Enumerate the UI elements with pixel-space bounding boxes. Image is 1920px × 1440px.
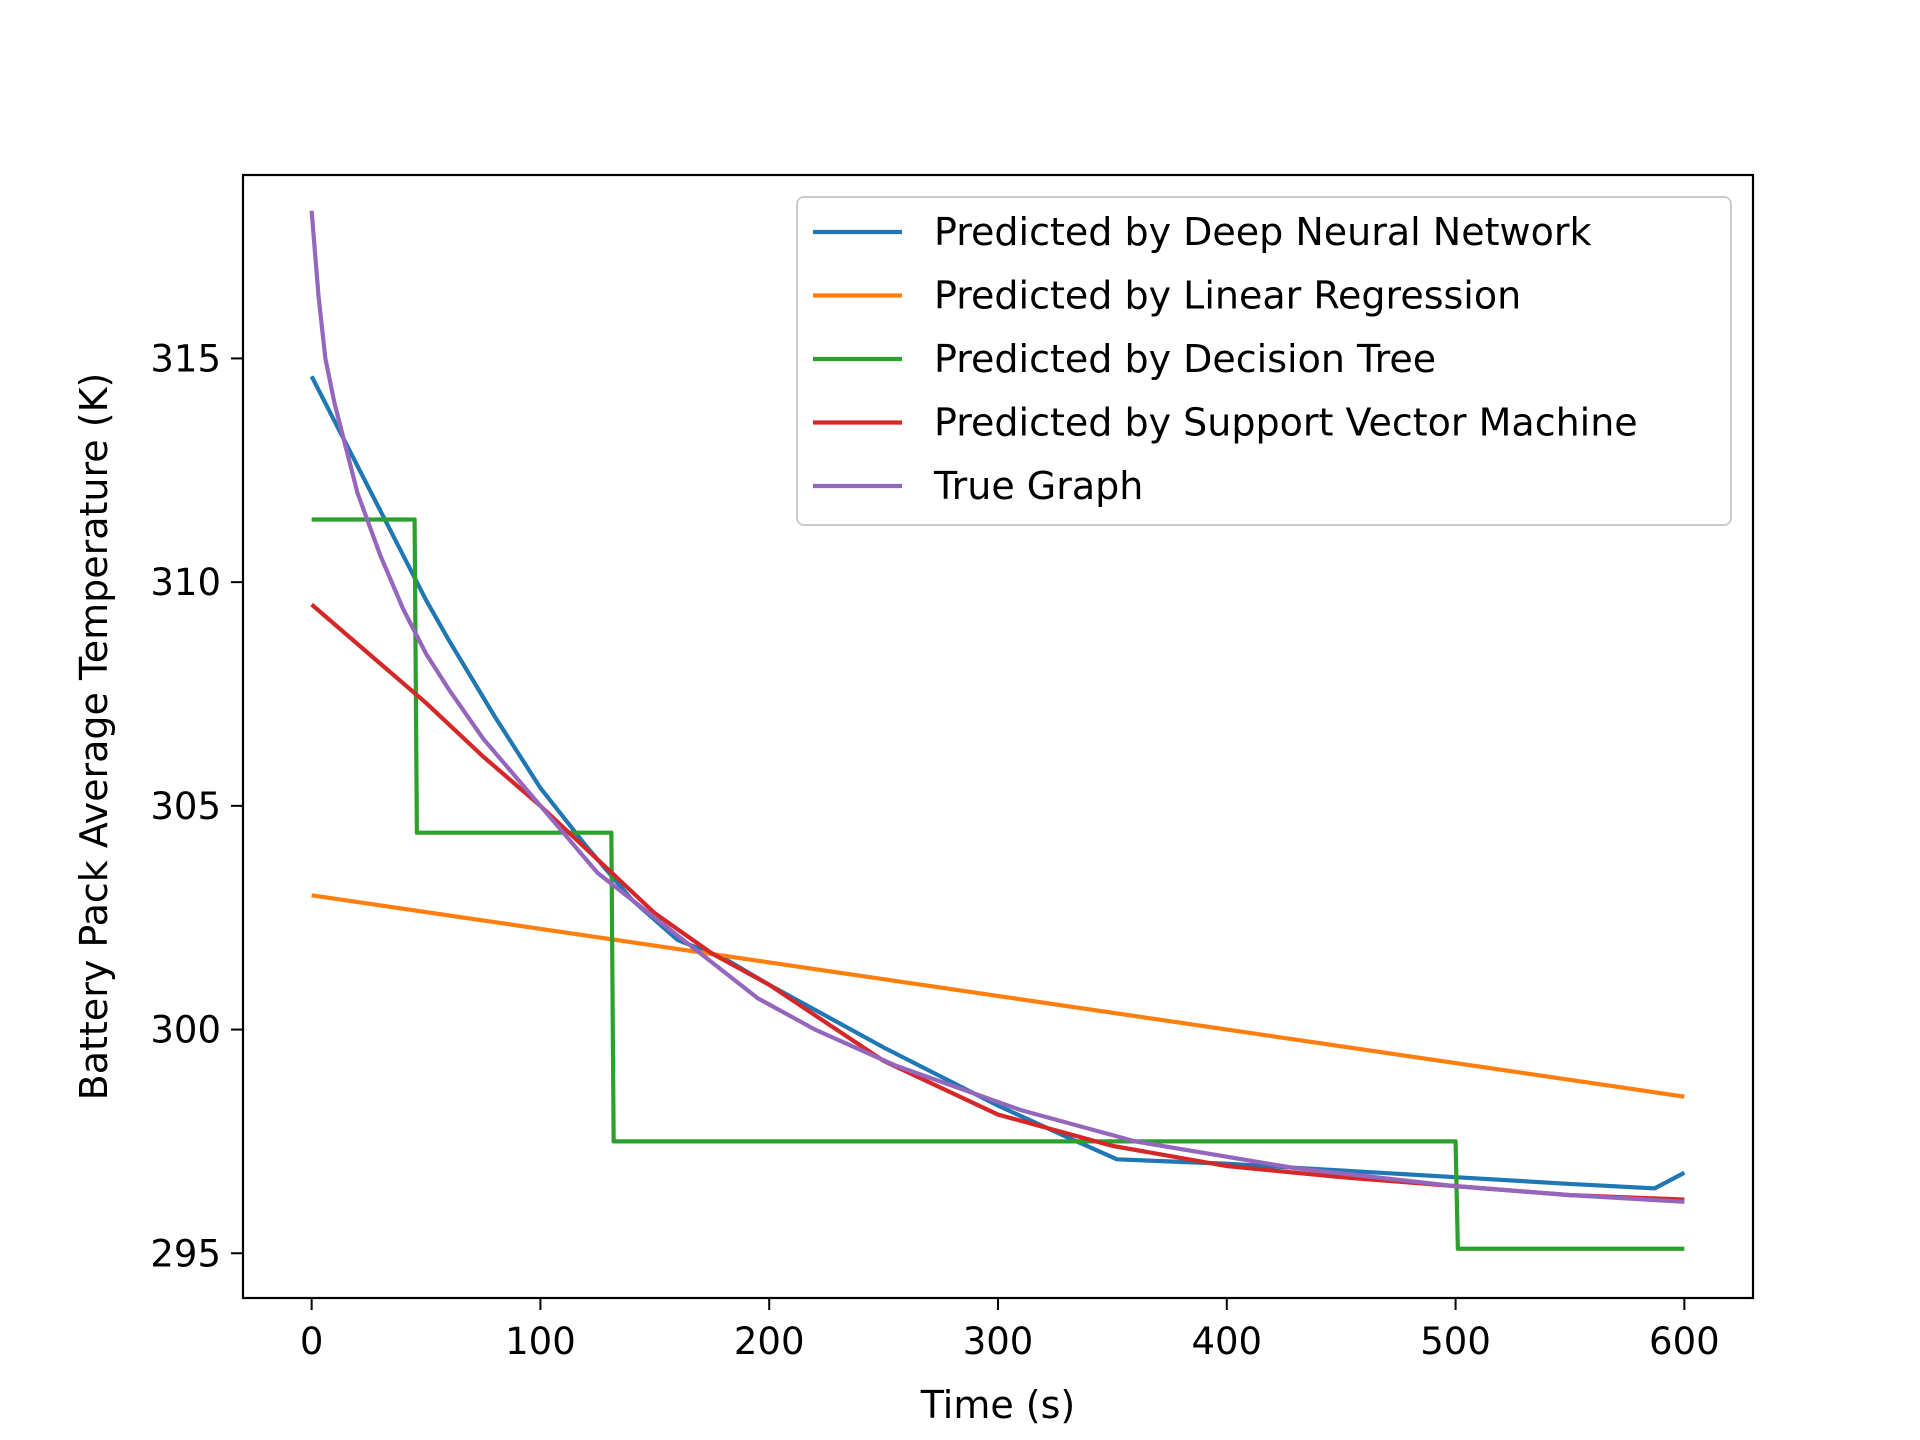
legend-label: Predicted by Linear Regression [934,274,1521,318]
y-tick-label: 315 [150,337,221,380]
x-tick-label: 200 [734,1320,805,1363]
x-tick-label: 0 [300,1320,324,1363]
legend-label: Predicted by Deep Neural Network [934,210,1591,254]
axes: 0 100 200 300 400 500 600 295 300 305 310 315 [150,173,1755,1363]
legend: Predicted by Deep Neural Network Predicte… [796,196,1732,526]
legend-label: Predicted by Decision Tree [934,337,1436,381]
series-line-2 [311,893,1685,1099]
legend-label: Predicted by Support Vector Machine [934,401,1638,445]
x-tick-label: 400 [1191,1320,1262,1363]
series-line-4 [310,602,1685,1202]
x-tick-label: 300 [963,1320,1034,1363]
series-line-5 [309,210,1685,1204]
y-tick-label: 295 [150,1232,221,1275]
y-tick-label: 310 [150,561,221,604]
series-line-3 [311,517,1685,1251]
y-tick-label: 305 [150,785,221,828]
legend-box [796,196,1732,526]
x-tick-label: 100 [505,1320,576,1363]
x-axis-label: Time (s) [920,1383,1076,1427]
x-tick-label: 600 [1649,1320,1720,1363]
series-lines [309,210,1686,1251]
x-tick-label: 500 [1420,1320,1491,1363]
y-tick-label: 300 [150,1009,221,1052]
y-axis-label: Battery Pack Average Temperature (K) [72,373,116,1101]
legend-label: True Graph [933,464,1143,508]
